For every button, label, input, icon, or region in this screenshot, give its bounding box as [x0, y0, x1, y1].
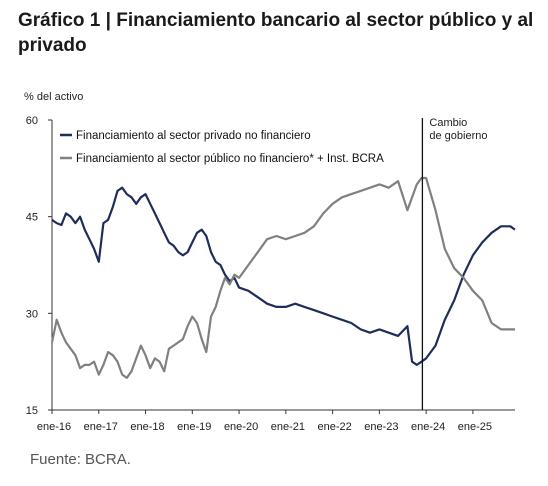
x-tick-label: ene-18 — [130, 421, 164, 433]
y-tick-label: 60 — [26, 115, 38, 127]
series-line-privado — [51, 186, 516, 366]
chart-title: Gráfico 1 | Financiamiento bancario al s… — [18, 10, 534, 56]
x-tick-label: ene-17 — [84, 421, 118, 433]
annotation-label-line2: de gobierno — [429, 130, 487, 142]
y-tick-label: 30 — [26, 308, 38, 320]
legend-label-privado: Financiamiento al sector privado no fina… — [76, 130, 311, 142]
x-tick-label: ene-23 — [364, 421, 398, 433]
x-tick-label: ene-25 — [458, 421, 492, 433]
x-tick-label: ene-24 — [411, 421, 445, 433]
x-tick-label: ene-21 — [271, 421, 305, 433]
axes-layer: % del activo 15 30 45 60 ene-16 ene-17 ene-18 en… — [24, 91, 515, 433]
legend-layer: Financiamiento al sector privado no fina… — [60, 130, 384, 165]
x-tick-label: ene-19 — [177, 421, 211, 433]
legend-label-publico: Financiamiento al sector público no fina… — [76, 153, 384, 165]
y-tick-label: 45 — [26, 212, 38, 224]
x-tick-label: ene-22 — [317, 421, 351, 433]
y-axis-unit-label: % del activo — [24, 91, 83, 103]
y-tick-label: 15 — [26, 405, 38, 417]
series-line-publico — [50, 176, 515, 379]
source-note: Fuente: BCRA. — [30, 451, 131, 468]
x-tick-label: ene-20 — [224, 421, 258, 433]
annotation-label-line1: Cambio — [429, 117, 467, 129]
lines-layer — [50, 176, 516, 379]
x-tick-label: ene-16 — [37, 421, 71, 433]
